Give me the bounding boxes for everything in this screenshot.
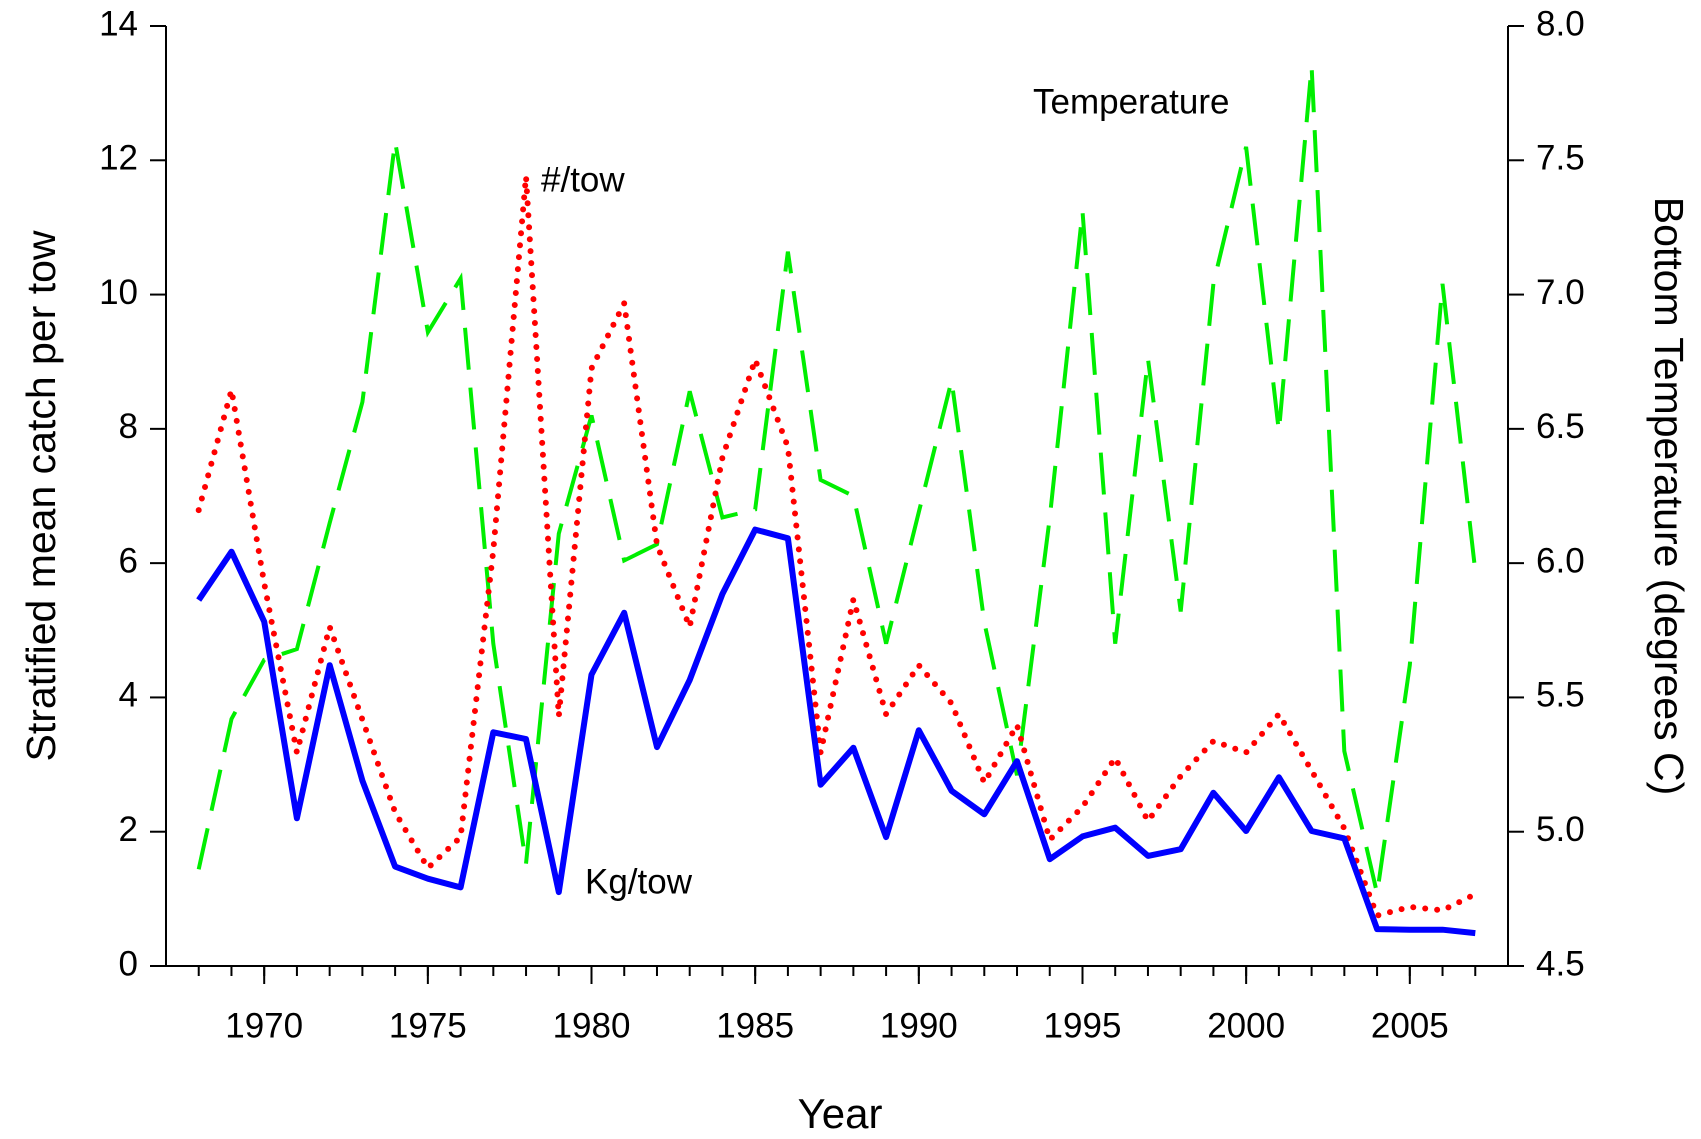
annotation: Temperature [1033, 82, 1229, 121]
y2-tick-label: 7.5 [1536, 139, 1585, 178]
x-tick-label: 1975 [389, 1006, 467, 1045]
annotation: Kg/tow [585, 862, 693, 901]
y2-tick-label: 6.0 [1536, 541, 1585, 580]
y-tick-label: 14 [99, 4, 138, 43]
y2-tick-label: 8.0 [1536, 4, 1585, 43]
y2-tick-label: 5.5 [1536, 676, 1585, 715]
y2-tick-label: 6.5 [1536, 407, 1585, 446]
y-axis-title: Stratified mean catch per tow [18, 230, 64, 761]
y2-axis-title: Bottom Temperature (degrees C) [1646, 197, 1692, 796]
y-tick-label: 2 [119, 810, 138, 849]
y2-tick-label: 5.0 [1536, 810, 1585, 849]
y-tick-label: 12 [99, 139, 138, 178]
y-tick-label: 4 [119, 676, 138, 715]
y-tick-label: 10 [99, 273, 138, 312]
y2-tick-label: 7.0 [1536, 273, 1585, 312]
x-tick-label: 1980 [553, 1006, 631, 1045]
annotation: #/tow [541, 160, 625, 199]
x-tick-label: 1970 [225, 1006, 303, 1045]
x-tick-label: 1985 [716, 1006, 794, 1045]
y-tick-label: 8 [119, 407, 138, 446]
y2-tick-label: 4.5 [1536, 944, 1585, 983]
x-axis-title: Year [798, 1090, 883, 1137]
x-tick-label: 2005 [1371, 1006, 1449, 1045]
series-line [196, 66, 1478, 894]
x-tick-label: 1995 [1044, 1006, 1122, 1045]
y-tick-label: 6 [119, 541, 138, 580]
y-tick-label: 0 [119, 944, 138, 983]
series-line [196, 526, 1476, 937]
x-tick-label: 1990 [880, 1006, 958, 1045]
series-line [195, 176, 1479, 920]
x-tick-label: 2000 [1207, 1006, 1285, 1045]
